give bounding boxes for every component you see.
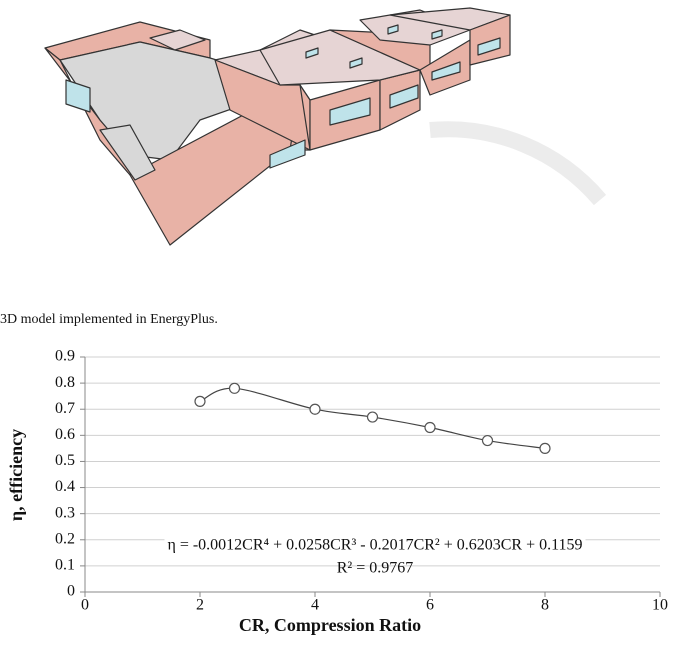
y-tick-label: 0.4	[55, 478, 75, 495]
y-tick-label: 0.9	[55, 348, 75, 365]
x-tick-label: 2	[196, 597, 204, 614]
r-squared: R² = 0.9767	[337, 560, 414, 577]
data-point	[195, 396, 205, 406]
y-axis-title: η, efficiency	[6, 429, 26, 521]
data-point	[310, 404, 320, 414]
y-tick-label: 0.2	[55, 530, 75, 547]
y-tick-label: 0	[67, 583, 75, 600]
data-point	[540, 443, 550, 453]
x-tick-label: 10	[652, 597, 668, 614]
page: 3D model implemented in EnergyPlus. CR, …	[0, 0, 689, 653]
y-tick-label: 0.1	[55, 557, 75, 574]
data-point	[425, 423, 435, 433]
y-tick-label: 0.6	[55, 426, 75, 443]
y-tick-label: 0.5	[55, 452, 75, 469]
x-tick-label: 6	[426, 597, 434, 614]
building-model	[45, 8, 600, 245]
y-tick-label: 0.7	[55, 400, 75, 417]
data-point	[230, 383, 240, 393]
trendline-equation: η = -0.0012CR⁴ + 0.0258CR³ - 0.2017CR² +…	[167, 537, 582, 554]
figure-caption: 3D model implemented in EnergyPlus.	[0, 312, 218, 327]
x-axis-title: CR, Compression Ratio	[239, 615, 421, 635]
x-tick-label: 4	[311, 597, 319, 614]
x-tick-label: 8	[541, 597, 549, 614]
x-tick-label: 0	[81, 597, 89, 614]
data-point	[368, 412, 378, 422]
y-tick-label: 0.3	[55, 504, 75, 521]
y-tick-label: 0.8	[55, 374, 75, 391]
data-point	[483, 436, 493, 446]
